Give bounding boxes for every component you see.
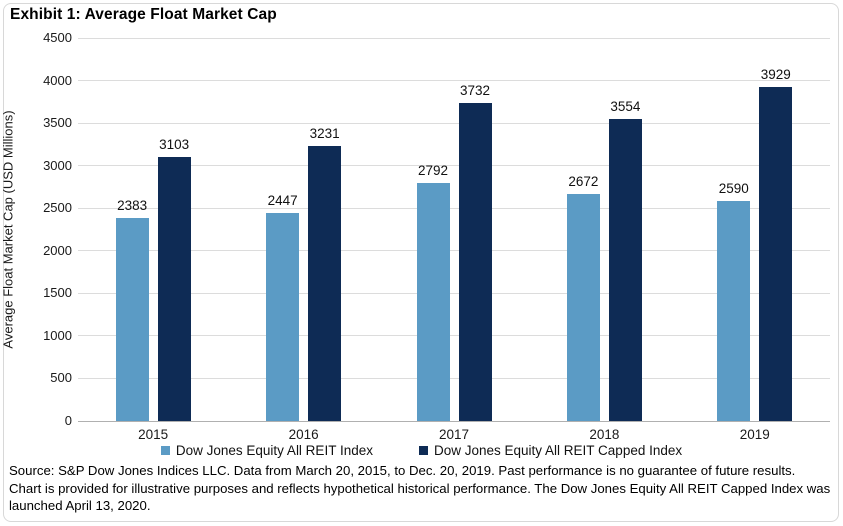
chart-legend: Dow Jones Equity All REIT Index Dow Jones… [0,443,843,458]
x-tick-label: 2019 [739,427,770,442]
legend-label: Dow Jones Equity All REIT Capped Index [433,443,683,458]
legend-swatch-icon [160,446,170,455]
bar-2018-series0 [566,193,600,421]
bar-2015-series1 [157,156,191,421]
y-tick-label: 4000 [43,72,72,88]
y-tick-label: 2500 [43,200,72,216]
y-tick-label: 1500 [43,285,72,301]
bar-value-label: 3103 [159,136,190,152]
gridline [78,80,830,82]
gridline [78,122,830,124]
bar-value-label: 3554 [610,98,641,114]
y-tick-label: 3500 [43,115,72,131]
gridline [78,250,830,252]
bar-value-label: 2792 [417,163,449,179]
gridline [78,165,830,167]
source-note: Source: S&P Dow Jones Indices LLC. Data … [9,463,831,514]
y-tick-label: 0 [64,413,72,428]
bar-2017-series1 [458,103,492,421]
bar-value-label: 3732 [459,83,491,99]
bar-2016-series1 [308,146,342,421]
bar-2016-series0 [266,212,300,421]
chart-title: Exhibit 1: Average Float Market Cap [10,6,277,23]
bar-value-label: 2383 [117,198,148,214]
x-axis-line [78,420,830,422]
gridline [78,335,830,337]
bar-value-label: 2672 [568,173,599,189]
bar-2018-series1 [608,118,642,421]
legend-label: Dow Jones Equity All REIT Index [175,443,373,458]
x-tick-label: 2016 [288,427,319,442]
gridline [78,377,830,379]
x-tick-label: 2015 [138,427,169,442]
bar-value-label: 3231 [309,126,340,141]
bar-2019-series0 [717,200,751,421]
x-tick-label: 2018 [589,427,620,442]
gridline [78,37,830,39]
x-tick-label: 2017 [438,427,470,442]
bar-2015-series0 [115,218,149,421]
bar-value-label: 3929 [760,66,791,82]
legend-swatch-icon [418,446,428,455]
y-tick-label: 1000 [43,327,72,343]
bar-2019-series1 [759,86,793,421]
bar-value-label: 2590 [718,180,749,196]
y-tick-label: 500 [50,370,72,386]
y-tick-label: 2000 [43,242,72,258]
bar-2017-series0 [416,183,450,421]
legend-entry-1: Dow Jones Equity All REIT Capped Index [418,443,683,458]
y-axis-title: Average Float Market Cap (USD Millions) [0,110,16,349]
y-tick-label: 4500 [43,30,72,45]
legend-entry-0: Dow Jones Equity All REIT Index [160,443,373,458]
gridline [78,292,830,294]
y-tick-label: 3000 [43,157,72,173]
gridline [78,207,830,209]
bar-value-label: 2447 [267,192,298,208]
